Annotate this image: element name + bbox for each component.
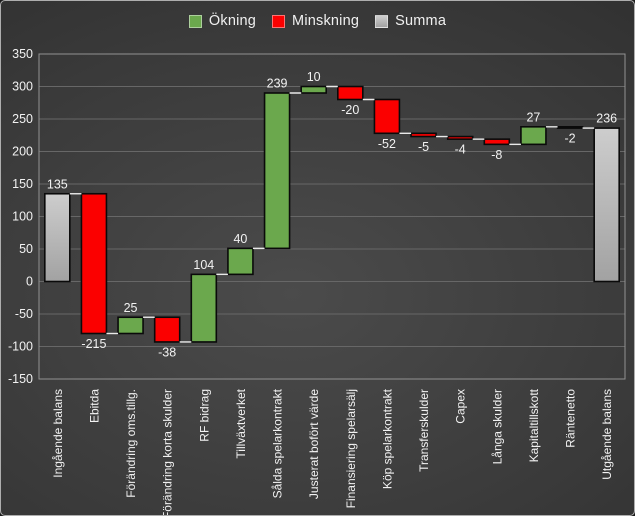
x-category-label: Kapitaltillskott bbox=[527, 388, 541, 462]
waterfall-bar-11[interactable] bbox=[410, 132, 437, 138]
waterfall-bar-10[interactable] bbox=[373, 98, 401, 135]
x-category-label: Capex bbox=[454, 389, 468, 424]
waterfall-bar-9[interactable] bbox=[337, 85, 364, 101]
x-category-label: Utgående balans bbox=[600, 389, 614, 480]
waterfall-bar-12[interactable] bbox=[446, 135, 474, 140]
x-category-label: Transferskulder bbox=[417, 389, 431, 472]
y-tick-label: 300 bbox=[12, 80, 33, 94]
legend-swatch-increase-icon bbox=[188, 14, 202, 28]
y-tick-label: 350 bbox=[12, 47, 33, 61]
y-tick-label: 50 bbox=[19, 242, 33, 256]
y-tick-label: 0 bbox=[26, 275, 33, 289]
bar-value-label: 40 bbox=[233, 232, 247, 246]
waterfall-bar-3[interactable] bbox=[117, 316, 144, 335]
bar-value-label: 27 bbox=[526, 110, 540, 124]
legend-label-total: Summa bbox=[395, 13, 447, 29]
bar-value-label: 135 bbox=[47, 177, 68, 191]
x-category-label: Ingående balans bbox=[51, 389, 65, 478]
x-category-label: Sålda spelarkontrakt bbox=[271, 388, 285, 498]
x-category-label: Förändring oms.tillg. bbox=[124, 389, 138, 498]
legend-swatch-decrease-icon bbox=[272, 14, 286, 28]
y-tick-label: 250 bbox=[12, 112, 33, 126]
chart-legend: Ökning Minskning Summa bbox=[1, 13, 634, 29]
waterfall-bar-6[interactable] bbox=[227, 247, 254, 276]
waterfall-bar-13[interactable] bbox=[483, 138, 511, 146]
bar-value-label: -4 bbox=[455, 143, 466, 157]
waterfall-bar-1[interactable] bbox=[44, 192, 71, 283]
bar-value-label: 239 bbox=[267, 77, 288, 91]
waterfall-bar-14[interactable] bbox=[520, 126, 547, 146]
waterfall-bar-7[interactable] bbox=[263, 92, 291, 250]
bar-value-label: -8 bbox=[491, 148, 502, 162]
bar-value-label: -20 bbox=[341, 103, 359, 117]
waterfall-bar-16[interactable] bbox=[593, 127, 620, 283]
x-category-label: Förändring korta skulder bbox=[161, 389, 175, 515]
y-tick-label: 100 bbox=[12, 210, 33, 224]
legend-item-total[interactable]: Summa bbox=[375, 13, 446, 29]
x-category-label: RF bidrag bbox=[197, 389, 211, 442]
bar-value-label: 236 bbox=[596, 112, 617, 126]
bar-value-label: -2 bbox=[565, 132, 576, 146]
waterfall-bar-5[interactable] bbox=[190, 273, 218, 343]
y-tick-label: -50 bbox=[15, 307, 33, 321]
waterfall-bar-8[interactable] bbox=[300, 85, 327, 94]
waterfall-bar-4[interactable] bbox=[153, 316, 181, 343]
y-tick-label: 200 bbox=[12, 145, 33, 159]
bar-value-label: -215 bbox=[81, 337, 106, 351]
x-category-label: Köp spelarkontrakt bbox=[380, 388, 394, 489]
legend-label-increase: Ökning bbox=[208, 13, 257, 29]
bar-value-label: -5 bbox=[418, 140, 429, 154]
waterfall-bar-15[interactable] bbox=[556, 126, 584, 129]
bar-value-label: 25 bbox=[124, 301, 138, 315]
legend-swatch-total-icon bbox=[375, 14, 389, 28]
x-category-label: Justerat bofört värde bbox=[307, 389, 321, 499]
x-category-label: Långa skulder bbox=[490, 389, 504, 464]
bar-value-label: 10 bbox=[307, 70, 321, 84]
y-tick-label: -100 bbox=[8, 340, 33, 354]
bar-value-label: 104 bbox=[193, 258, 214, 272]
x-category-label: Tillväxtverket bbox=[234, 388, 248, 458]
plot-area-border bbox=[38, 53, 626, 380]
waterfall-bar-2[interactable] bbox=[80, 192, 108, 335]
x-category-label: Finansiering spelarsälj bbox=[344, 389, 358, 508]
legend-item-increase[interactable]: Ökning bbox=[188, 13, 257, 29]
bar-value-label: -52 bbox=[378, 137, 396, 151]
y-tick-label: -150 bbox=[8, 372, 33, 386]
y-tick-label: 150 bbox=[12, 177, 33, 191]
legend-item-decrease[interactable]: Minskning bbox=[272, 13, 359, 29]
x-category-label: Räntenetto bbox=[564, 389, 578, 448]
x-category-label: Ebitda bbox=[87, 389, 101, 423]
legend-label-decrease: Minskning bbox=[292, 13, 360, 29]
bar-value-label: -38 bbox=[158, 345, 176, 359]
